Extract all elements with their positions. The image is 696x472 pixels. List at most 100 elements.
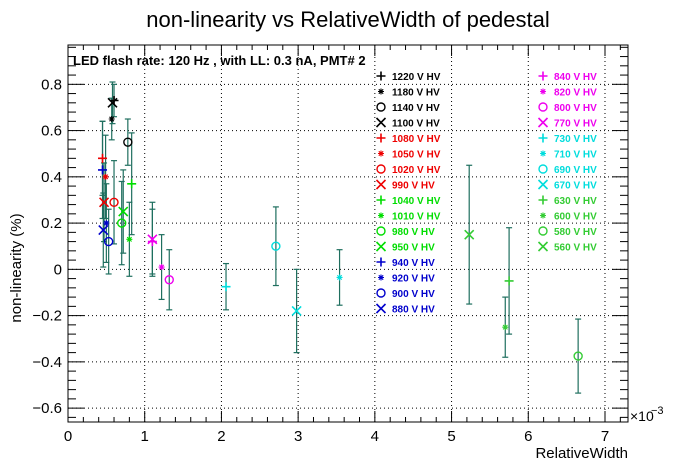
data-markers	[98, 96, 583, 361]
legend-marker	[538, 195, 548, 205]
legend-marker	[375, 179, 387, 190]
y-tick-label: 0	[54, 261, 62, 278]
data-point	[573, 351, 583, 361]
legend-marker	[376, 102, 386, 112]
legend-marker	[375, 241, 387, 252]
data-point	[504, 276, 514, 286]
legend-label: 670 V HV	[554, 181, 597, 192]
legend-label: 1180 V HV	[392, 88, 440, 99]
legend-label: 560 V HV	[554, 243, 597, 254]
legend-marker	[375, 117, 387, 128]
legend-label: 980 V HV	[392, 227, 435, 238]
legend-label: 600 V HV	[554, 212, 597, 223]
data-point	[98, 165, 108, 175]
data-point	[98, 224, 109, 236]
x-exponent-base: ×10	[630, 408, 654, 424]
data-point	[158, 264, 165, 271]
data-point	[147, 234, 158, 245]
legend-label: 880 V HV	[392, 305, 435, 316]
x-tick-label: 7	[601, 428, 609, 445]
data-point	[123, 137, 133, 147]
legend-marker	[378, 212, 384, 219]
legend-label: 1010 V HV	[392, 212, 441, 223]
plot-frame	[67, 44, 629, 423]
data-point	[164, 275, 174, 285]
data-point	[109, 197, 119, 207]
legend-label: 900 V HV	[392, 289, 435, 300]
legend-marker	[378, 274, 384, 281]
x-tick-label: 5	[447, 428, 455, 445]
data-point	[127, 179, 137, 189]
data-point	[102, 173, 109, 180]
data-point	[103, 236, 114, 247]
legend-marker	[540, 212, 546, 219]
legend-marker	[376, 288, 386, 298]
y-tick-label: 0.4	[41, 169, 62, 186]
legend-label: 690 V HV	[554, 165, 597, 176]
legend-marker	[540, 88, 546, 95]
x-tick-label: 0	[64, 428, 72, 445]
legend-marker	[538, 226, 548, 236]
legend-label: 1220 V HV	[392, 72, 441, 83]
data-point	[336, 274, 343, 281]
legend-marker	[538, 71, 548, 81]
legend-label: 820 V HV	[554, 88, 597, 99]
x-tick-label: 2	[217, 428, 225, 445]
legend-label: 1100 V HV	[392, 119, 440, 130]
legend-label: 840 V HV	[554, 72, 597, 83]
axes: 0 1 2 3 4 5 6 7 −0.6 −0.4 −0.2 0 0.2 0.4 0.6 0.8	[32, 45, 628, 445]
legend-label: 1140 V HV	[392, 103, 440, 114]
legend-marker	[378, 88, 384, 95]
chart-title: non-linearity vs RelativeWidth of pedest…	[146, 7, 550, 32]
legend-marker	[378, 150, 384, 157]
legend-label: 990 V HV	[392, 181, 435, 192]
y-tick-label: −0.6	[32, 400, 62, 417]
data-point	[502, 324, 509, 331]
legend-marker	[537, 179, 549, 190]
y-tick-label: −0.2	[32, 308, 62, 325]
legend-label: 940 V HV	[392, 258, 435, 269]
data-point	[107, 97, 118, 108]
data-point	[291, 305, 302, 317]
x-tick-label: 1	[141, 428, 149, 445]
data-point	[271, 241, 281, 251]
x-tick-label: 4	[371, 428, 379, 445]
data-point	[98, 153, 108, 163]
x-tick-label: 6	[524, 428, 532, 445]
legend-label: 1050 V HV	[392, 150, 441, 161]
legend-marker	[538, 164, 548, 174]
data-point	[108, 116, 115, 123]
legend-marker	[376, 133, 386, 143]
legend-label: 950 V HV	[392, 243, 435, 254]
data-point	[116, 218, 127, 228]
legend-label: 730 V HV	[554, 134, 597, 145]
y-tick-label: −0.4	[32, 354, 62, 371]
legend-label: 710 V HV	[554, 150, 597, 161]
legend-label: 630 V HV	[554, 196, 597, 207]
data-point	[221, 282, 231, 292]
grid-lines	[68, 45, 628, 422]
legend-marker	[537, 241, 549, 252]
x-axis-label: RelativeWidth	[535, 445, 628, 462]
legend-marker	[376, 164, 386, 174]
y-tick-label: 0.6	[41, 123, 62, 140]
legend-label: 1080 V HV	[392, 134, 441, 145]
legend-label: 1040 V HV	[392, 196, 441, 207]
legend-marker	[376, 71, 386, 81]
y-tick-label: 0.8	[41, 76, 62, 93]
legend-marker	[540, 150, 546, 157]
data-point	[98, 197, 110, 208]
y-axis-label: non-linearity (%)	[8, 213, 25, 322]
legend: 1220 V HV 1180 V HV 1140 V HV 1100 V HV 1080…	[375, 71, 597, 316]
legend-marker	[376, 195, 386, 205]
data-point	[118, 206, 129, 217]
legend-label: 800 V HV	[554, 103, 597, 114]
legend-label: 770 V HV	[554, 119, 597, 130]
data-point	[103, 220, 110, 227]
legend-label: 1020 V HV	[392, 165, 441, 176]
x-axis-exponent: ×10 −3	[630, 405, 664, 424]
legend-marker	[538, 102, 548, 112]
x-tick-label: 3	[294, 428, 302, 445]
chart-subtitle: LED flash rate: 120 Hz , with LL: 0.3 nA…	[73, 53, 366, 68]
